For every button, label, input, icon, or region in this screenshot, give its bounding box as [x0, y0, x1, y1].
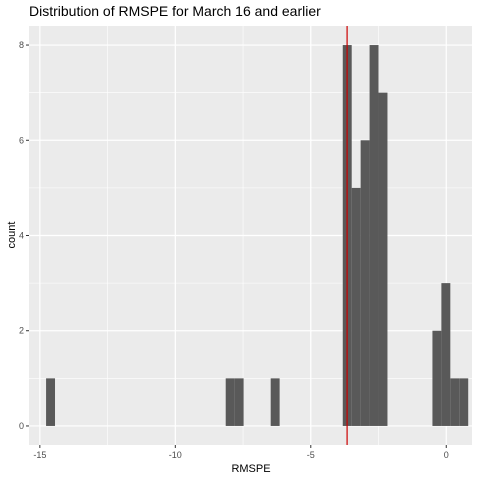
x-axis-title: RMSPE: [231, 463, 270, 475]
y-tick-label: 6: [19, 135, 24, 145]
y-tick-label: 4: [19, 231, 24, 241]
histogram-bar: [459, 378, 469, 426]
grid-major: [29, 26, 472, 445]
histogram-bar: [234, 378, 244, 426]
histogram-bar: [270, 378, 280, 426]
histogram-bar: [378, 92, 388, 426]
y-tick-label: 2: [19, 326, 24, 336]
y-axis-title: count: [6, 222, 18, 249]
histogram-bar: [441, 283, 451, 426]
chart-title: Distribution of RMSPE for March 16 and e…: [29, 3, 321, 19]
x-tick-labels: -15 -10 -5 0: [33, 450, 448, 460]
x-tick-label: -15: [33, 450, 46, 460]
histogram-bar: [432, 330, 442, 426]
y-tick-label: 0: [19, 421, 24, 431]
y-tick-label: 8: [19, 40, 24, 50]
y-tick-labels: 0 2 4 6 8: [19, 40, 24, 431]
x-tick-label: -10: [169, 450, 182, 460]
x-tick-label: -5: [307, 450, 315, 460]
histogram-bar: [360, 140, 370, 426]
histogram-bar: [369, 45, 379, 426]
histogram-bar: [225, 378, 235, 426]
histogram-bar: [450, 378, 460, 426]
x-tick-label: 0: [444, 450, 449, 460]
histogram-bar: [46, 378, 56, 426]
axis-ticks: [26, 44, 447, 448]
histogram-bars: [46, 45, 469, 426]
histogram-bar: [351, 187, 361, 426]
